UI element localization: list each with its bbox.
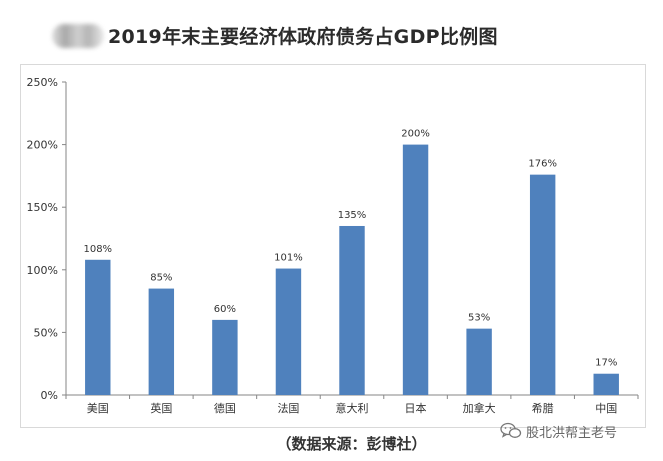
wechat-icon: [500, 422, 522, 438]
y-tick-label: 0%: [41, 389, 58, 402]
x-category-label: 美国: [87, 402, 109, 415]
x-category-label: 加拿大: [463, 401, 496, 415]
watermark: 股北洪帮主老号: [500, 420, 617, 442]
bar: [529, 174, 556, 395]
bar-value-label: 101%: [274, 253, 303, 264]
bar-value-label: 108%: [83, 244, 112, 255]
data-source-note: （数据来源：彭博社）: [0, 433, 663, 454]
x-category-label: 法国: [277, 401, 299, 415]
x-category-label: 中国: [595, 402, 617, 415]
x-category-label: 意大利: [336, 401, 369, 415]
blurred-logo: [52, 24, 104, 48]
x-category-label: 英国: [150, 401, 172, 415]
bar-value-label: 53%: [468, 313, 490, 324]
chart-title: 2019年末主要经济体政府债务占GDP比例图: [108, 26, 498, 48]
bar-value-label: 176%: [528, 159, 557, 170]
x-category-label: 希腊: [532, 401, 554, 415]
bar: [85, 259, 111, 395]
y-tick-label: 100%: [27, 264, 58, 277]
data-source-text: （数据来源：彭博社）: [276, 435, 427, 453]
bar-value-label: 17%: [595, 358, 617, 369]
bar: [275, 268, 302, 395]
y-tick-label: 250%: [27, 76, 58, 89]
bar: [212, 319, 238, 395]
y-tick-label: 200%: [27, 139, 58, 152]
x-category-label: 德国: [214, 401, 236, 415]
chart-frame: [20, 64, 646, 428]
bar: [593, 373, 619, 395]
bar-value-label: 200%: [401, 129, 430, 140]
bar: [339, 225, 365, 395]
bar: [402, 144, 429, 395]
bar-value-label: 85%: [150, 273, 172, 284]
y-tick-label: 50%: [34, 326, 58, 339]
x-category-label: 日本: [405, 401, 427, 415]
bar: [148, 288, 175, 395]
y-tick-label: 150%: [27, 201, 58, 214]
watermark-text: 股北洪帮主老号: [526, 425, 618, 441]
bar-value-label: 60%: [214, 304, 236, 315]
bar-value-label: 135%: [338, 210, 367, 221]
bar: [466, 328, 492, 395]
